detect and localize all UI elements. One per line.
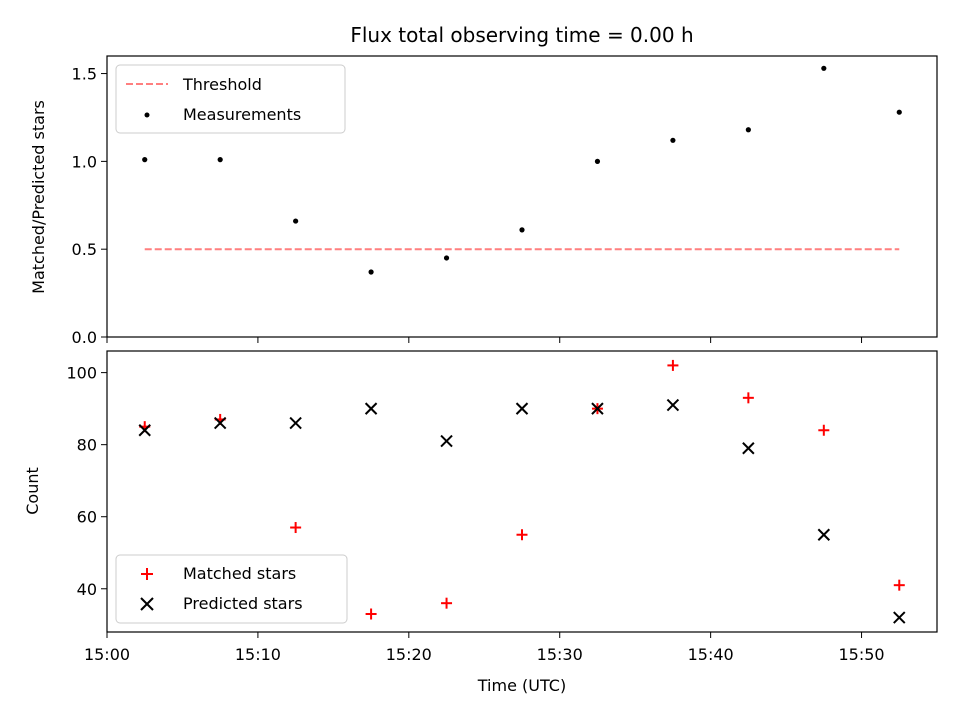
bottom-x-axis-label: Time (UTC): [477, 676, 566, 695]
measurements-legend-label: Measurements: [183, 105, 301, 124]
measurements-point: [670, 137, 676, 143]
top-y-tick-label: 0.5: [72, 240, 97, 259]
bottom-plot-marks: [138, 359, 906, 624]
top-y-axis-label: Matched/Predicted stars: [29, 100, 48, 294]
measurements-point: [821, 65, 827, 71]
matched-legend-swatch: [141, 568, 153, 580]
top-panel: Flux total observing time = 0.00 h Match…: [29, 23, 938, 347]
predicted-stars-point: [666, 398, 680, 412]
matched-stars-point: [893, 579, 905, 591]
predicted-legend-label: Predicted stars: [183, 594, 303, 613]
bottom-y-tick-label: 100: [66, 364, 97, 383]
top-legend: Threshold Measurements: [115, 64, 346, 134]
bottom-plot-frame: [106, 350, 938, 633]
predicted-stars-point: [893, 611, 906, 624]
x-tick-label: 15:00: [84, 645, 130, 664]
measurements-point: [745, 127, 751, 133]
matched-legend-label: Matched stars: [183, 564, 296, 583]
top-y-tick-label: 1.5: [72, 65, 97, 84]
bottom-y-tick-label: 80: [77, 436, 97, 455]
bottom-y-tick-label: 60: [77, 508, 97, 527]
matched-stars-point: [667, 359, 679, 371]
predicted-stars-point: [515, 402, 529, 415]
bottom-panel: Count Time (UTC) 40 60 80 100 15:00 15:10 15:2…: [23, 350, 938, 695]
predicted-stars-point: [742, 442, 755, 455]
matched-stars-point: [818, 424, 830, 436]
top-plot-frame: [106, 55, 938, 338]
predicted-stars-point: [817, 528, 831, 541]
predicted-stars-point: [364, 402, 378, 415]
x-tick-label: 15:50: [838, 645, 884, 664]
threshold-legend-label: Threshold: [182, 75, 262, 94]
predicted-stars-point: [440, 434, 453, 448]
matched-stars-point: [441, 597, 453, 609]
matched-stars-point: [365, 608, 377, 620]
matched-stars-point: [290, 522, 302, 534]
chart-title: Flux total observing time = 0.00 h: [350, 23, 693, 47]
measurements-point: [217, 157, 223, 163]
bottom-legend-box: [115, 554, 348, 624]
predicted-stars-point: [591, 402, 604, 415]
top-legend-box: [115, 64, 346, 134]
measurements-point: [142, 157, 148, 163]
measurements-point: [293, 218, 299, 224]
measurements-point: [519, 227, 525, 233]
top-plot-marks: [142, 65, 902, 275]
x-tick-label: 15:10: [235, 645, 281, 664]
top-y-tick-label: 1.0: [72, 152, 97, 171]
predicted-stars-point: [138, 424, 151, 437]
bottom-y-axis-label: Count: [23, 467, 42, 515]
measurements-point: [443, 255, 450, 261]
x-tick-label: 15:30: [537, 645, 583, 664]
bottom-legend: Matched stars Predicted stars: [115, 554, 348, 624]
measurements-legend-swatch: [144, 112, 150, 118]
predicted-stars-point: [289, 416, 302, 430]
measurements-point: [368, 269, 374, 275]
measurements-point: [896, 109, 902, 115]
bottom-axis-ticks: 40 60 80 100 15:00 15:10 15:20 15:30 15:40 15:50: [66, 364, 884, 664]
matched-stars-point: [516, 529, 528, 541]
predicted-legend-swatch: [140, 597, 154, 611]
top-y-tick-label: 0.0: [72, 328, 97, 347]
measurements-point: [594, 158, 601, 164]
x-tick-label: 15:20: [386, 645, 432, 664]
x-tick-label: 15:40: [688, 645, 734, 664]
matched-stars-point: [742, 392, 754, 404]
top-axis-ticks: 0.0 0.5 1.0 1.5: [72, 65, 863, 347]
bottom-y-tick-label: 40: [77, 580, 97, 599]
predicted-stars-point: [213, 416, 227, 430]
